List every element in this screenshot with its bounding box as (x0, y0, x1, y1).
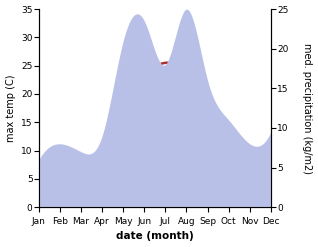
X-axis label: date (month): date (month) (116, 231, 194, 242)
Y-axis label: max temp (C): max temp (C) (5, 74, 16, 142)
Y-axis label: med. precipitation (kg/m2): med. precipitation (kg/m2) (302, 43, 313, 174)
